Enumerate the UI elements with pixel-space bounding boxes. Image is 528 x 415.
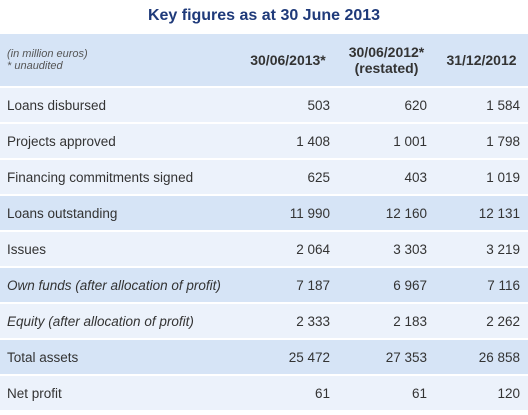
- unaudited-note: * unaudited: [7, 60, 63, 72]
- row-value-2012-12: 26 858: [478, 349, 520, 365]
- row-value-2012-06: 620: [404, 97, 427, 113]
- row-value-2012-06: 1 001: [393, 133, 427, 149]
- table-row: Total assets 25 472 27 353 26 858: [0, 340, 528, 376]
- row-value-2013-06: 25 472: [288, 349, 330, 365]
- row-label: Financing commitments signed: [7, 169, 194, 185]
- row-value-2012-12: 120: [497, 385, 520, 401]
- row-label: Equity (after allocation of profit): [7, 313, 194, 329]
- row-label: Total assets: [7, 349, 79, 365]
- row-value-2013-06: 11 990: [289, 205, 330, 221]
- table-row: Loans disbursed 503 620 1 584: [0, 88, 528, 124]
- row-label: Net profit: [7, 385, 62, 401]
- column-header-2012-06-restated: (restated): [354, 60, 419, 76]
- row-value-2012-12: 1 584: [486, 97, 520, 113]
- row-value-2012-12: 12 131: [478, 205, 520, 221]
- row-label: Loans outstanding: [7, 205, 118, 221]
- row-label: Loans disbursed: [7, 97, 107, 113]
- column-header-2012-12: 31/12/2012: [446, 52, 517, 68]
- column-header-2012-06: 30/06/2012* (restated): [338, 34, 435, 86]
- table-row: Equity (after allocation of profit) 2 33…: [0, 304, 528, 340]
- table-row: Projects approved 1 408 1 001 1 798: [0, 124, 528, 160]
- row-value-2012-06: 27 353: [385, 349, 427, 365]
- row-value-2012-12: 1 019: [486, 169, 520, 185]
- row-value-2012-06: 12 160: [385, 205, 427, 221]
- row-value-2013-06: 7 187: [296, 277, 330, 293]
- table-row: Own funds (after allocation of profit) 7…: [0, 268, 528, 304]
- row-value-2012-12: 7 116: [487, 277, 520, 293]
- row-value-2013-06: 625: [307, 169, 330, 185]
- table-row: Loans outstanding 11 990 12 160 12 131: [0, 196, 528, 232]
- row-value-2012-06: 6 967: [393, 277, 427, 293]
- row-value-2012-12: 1 798: [486, 133, 520, 149]
- row-value-2013-06: 2 333: [296, 313, 330, 329]
- page-title: Key figures as at 30 June 2013: [147, 7, 381, 24]
- row-value-2012-12: 2 262: [486, 313, 520, 329]
- row-value-2012-06: 2 183: [393, 313, 427, 329]
- column-header-2013-06: 30/06/2013*: [250, 52, 326, 68]
- row-value-2012-06: 61: [411, 385, 427, 401]
- table-row: Net profit 61 61 120: [0, 376, 528, 412]
- row-value-2013-06: 1 408: [296, 133, 330, 149]
- row-label: Own funds (after allocation of profit): [7, 277, 221, 293]
- table-header-row: (in million euros) * unaudited 30/06/201…: [0, 34, 528, 88]
- table-row: Issues 2 064 3 303 3 219: [0, 232, 528, 268]
- row-value-2013-06: 503: [307, 97, 330, 113]
- row-value-2012-06: 403: [404, 169, 427, 185]
- row-value-2012-06: 3 303: [393, 241, 427, 257]
- unit-note-cell: (in million euros) * unaudited: [0, 34, 238, 86]
- row-label: Issues: [7, 241, 47, 257]
- row-value-2013-06: 61: [314, 385, 330, 401]
- key-figures-table: (in million euros) * unaudited 30/06/201…: [0, 34, 528, 412]
- unit-note: (in million euros): [7, 48, 88, 60]
- table-row: Financing commitments signed 625 403 1 0…: [0, 160, 528, 196]
- row-label: Projects approved: [7, 133, 116, 149]
- row-value-2012-12: 3 219: [486, 241, 520, 257]
- row-value-2013-06: 2 064: [296, 241, 330, 257]
- column-header-2012-06-date: 30/06/2012*: [348, 44, 425, 60]
